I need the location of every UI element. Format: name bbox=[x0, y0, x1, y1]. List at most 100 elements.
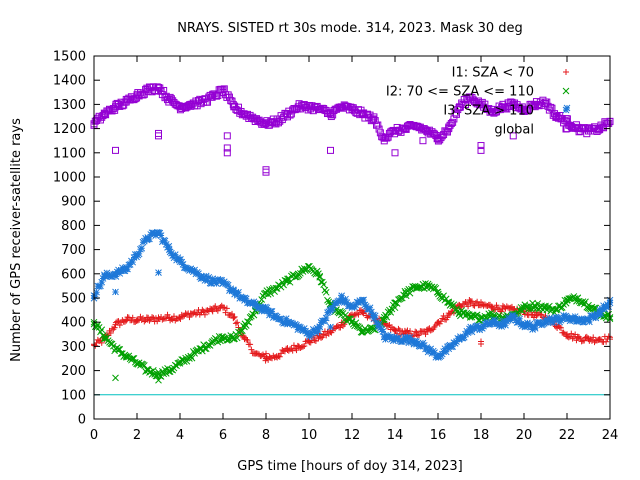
data-point-i1-sza-70 bbox=[538, 311, 545, 318]
data-point-i3-sza-110 bbox=[367, 308, 375, 316]
data-point-i3-sza-110 bbox=[322, 314, 330, 322]
data-point-i3-sza-110 bbox=[569, 314, 576, 322]
data-point-i3-sza-110 bbox=[419, 339, 427, 347]
data-point-i3-sza-110 bbox=[379, 328, 387, 335]
data-point-i1-sza-70 bbox=[581, 337, 588, 344]
data-point-global bbox=[585, 127, 592, 135]
data-point-i3-sza-110 bbox=[339, 297, 347, 304]
data-point-i2-70-sza-110 bbox=[262, 289, 270, 297]
data-point-global bbox=[605, 119, 613, 127]
data-point-i2-70-sza-110 bbox=[450, 301, 458, 309]
data-point-i1-sza-70 bbox=[565, 334, 572, 341]
data-point-i3-sza-110 bbox=[402, 335, 410, 343]
data-point-i3-sza-110 bbox=[122, 265, 130, 273]
data-point-global bbox=[305, 103, 313, 111]
x-tick-label: 2 bbox=[133, 428, 141, 443]
data-point-i1-sza-70 bbox=[229, 310, 236, 317]
data-point-i3-sza-110 bbox=[378, 326, 386, 333]
data-point-i2-70-sza-110 bbox=[585, 301, 592, 309]
data-point-i2-70-sza-110 bbox=[133, 359, 141, 367]
data-point-global bbox=[531, 100, 539, 108]
data-point-i3-sza-110 bbox=[198, 272, 205, 280]
data-point-i3-sza-110 bbox=[165, 242, 173, 250]
data-point-i1-sza-70 bbox=[177, 314, 183, 321]
data-point-global bbox=[477, 100, 485, 108]
data-point-i3-sza-110 bbox=[348, 304, 356, 312]
outlier-point bbox=[223, 144, 231, 152]
data-point-i1-sza-70 bbox=[438, 318, 445, 325]
data-point-i2-70-sza-110 bbox=[520, 304, 528, 312]
data-point-i2-70-sza-110 bbox=[542, 304, 549, 312]
data-point-i3-sza-110 bbox=[277, 315, 285, 323]
data-point-i3-sza-110 bbox=[500, 317, 508, 325]
data-point-i2-70-sza-110 bbox=[294, 270, 302, 278]
data-point-i1-sza-70 bbox=[421, 328, 428, 335]
y-tick-label: 200 bbox=[61, 364, 86, 379]
data-point-i2-70-sza-110 bbox=[534, 300, 542, 307]
data-point-global bbox=[112, 103, 119, 111]
data-point-i2-70-sza-110 bbox=[144, 367, 152, 374]
data-point-global bbox=[542, 98, 549, 106]
data-point-i3-sza-110 bbox=[524, 319, 531, 327]
data-point-i2-70-sza-110 bbox=[101, 333, 109, 341]
data-point-i1-sza-70 bbox=[416, 331, 423, 338]
data-point-i1-sza-70 bbox=[392, 327, 398, 334]
data-point-i1-sza-70 bbox=[244, 337, 251, 344]
data-point-i3-sza-110 bbox=[129, 258, 137, 266]
data-point-i2-70-sza-110 bbox=[371, 326, 379, 334]
data-point-i3-sza-110 bbox=[449, 343, 456, 351]
data-point-global bbox=[375, 125, 383, 133]
legend-label: I1: SZA < 70 bbox=[452, 66, 534, 81]
data-point-global bbox=[466, 93, 474, 101]
data-point-global bbox=[520, 105, 528, 113]
data-point-i2-70-sza-110 bbox=[456, 309, 463, 316]
data-point-i3-sza-110 bbox=[555, 315, 562, 322]
data-point-i3-sza-110 bbox=[138, 244, 146, 252]
data-point-global bbox=[133, 91, 141, 99]
legend-label: I3: SZA > 110 bbox=[443, 104, 534, 119]
data-point-global bbox=[165, 96, 173, 104]
data-point-i1-sza-70 bbox=[276, 353, 283, 360]
data-point-i1-sza-70 bbox=[574, 334, 581, 341]
data-point-i2-70-sza-110 bbox=[413, 283, 420, 291]
data-point-i1-sza-70 bbox=[220, 304, 226, 311]
data-point-i3-sza-110 bbox=[174, 254, 182, 262]
plot-area bbox=[90, 83, 614, 396]
data-point-i1-sza-70 bbox=[414, 332, 421, 339]
data-point-i3-sza-110 bbox=[251, 301, 259, 309]
legend-marker bbox=[562, 106, 570, 114]
y-tick-label: 400 bbox=[61, 316, 86, 331]
y-tick-label: 1300 bbox=[53, 98, 86, 113]
data-point-i1-sza-70 bbox=[273, 353, 280, 360]
data-point-i1-sza-70 bbox=[227, 311, 234, 318]
data-point-i1-sza-70 bbox=[316, 333, 323, 340]
data-point-i1-sza-70 bbox=[115, 318, 122, 325]
data-point-i1-sza-70 bbox=[582, 334, 589, 341]
data-point-i2-70-sza-110 bbox=[284, 275, 291, 283]
data-point-i1-sza-70 bbox=[176, 314, 183, 321]
data-point-i3-sza-110 bbox=[327, 306, 334, 314]
y-tick-label: 0 bbox=[78, 413, 86, 428]
data-point-i1-sza-70 bbox=[596, 336, 603, 343]
data-point-i3-sza-110 bbox=[316, 323, 324, 331]
data-point-i1-sza-70 bbox=[488, 303, 495, 310]
data-point-i2-70-sza-110 bbox=[155, 370, 162, 378]
data-point-i1-sza-70 bbox=[92, 342, 99, 349]
data-point-i1-sza-70 bbox=[355, 311, 362, 318]
data-point-i1-sza-70 bbox=[407, 328, 414, 335]
data-point-i1-sza-70 bbox=[212, 303, 219, 310]
data-point-i3-sza-110 bbox=[595, 309, 603, 316]
data-point-i3-sza-110 bbox=[595, 311, 602, 319]
data-point-i1-sza-70 bbox=[354, 310, 361, 317]
data-point-i1-sza-70 bbox=[465, 303, 472, 310]
data-point-global bbox=[337, 103, 345, 111]
data-point-global bbox=[456, 103, 463, 111]
data-point-i1-sza-70 bbox=[568, 330, 575, 337]
data-point-i3-sza-110 bbox=[98, 278, 106, 286]
data-point-i3-sza-110 bbox=[384, 331, 392, 339]
data-point-i1-sza-70 bbox=[112, 321, 119, 328]
data-point-i1-sza-70 bbox=[186, 314, 193, 321]
data-point-i3-sza-110 bbox=[476, 326, 484, 334]
data-point-i2-70-sza-110 bbox=[337, 311, 345, 319]
